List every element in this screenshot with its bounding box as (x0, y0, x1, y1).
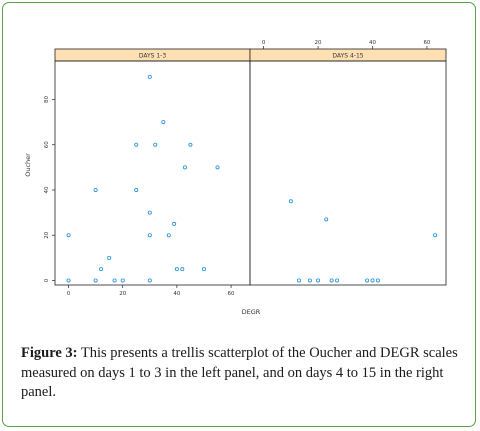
panel-strip-label: DAYS 4-15 (332, 53, 363, 60)
data-point (134, 142, 139, 147)
x-tick-label: 60 (228, 291, 235, 297)
data-point (215, 165, 220, 170)
data-point (112, 278, 117, 283)
data-point (107, 255, 112, 260)
data-point (147, 278, 152, 283)
data-point (329, 278, 334, 283)
data-point (120, 278, 125, 283)
data-point (147, 233, 152, 238)
data-point (172, 221, 177, 226)
data-point (433, 233, 438, 238)
panel-strip-label: DAYS 1-3 (139, 53, 167, 60)
x-tick-label: 0 (67, 291, 71, 297)
panel-frame-2 (249, 60, 447, 286)
data-point (147, 210, 152, 215)
y-tick-label: 20 (44, 231, 50, 238)
data-point (166, 233, 171, 238)
data-point (307, 278, 312, 283)
x-tick-label: 60 (423, 40, 430, 46)
data-point (182, 165, 187, 170)
data-point (153, 142, 158, 147)
caption-text: This presents a trellis scatterplot of t… (21, 345, 458, 400)
x-tick-label: 20 (315, 40, 322, 46)
figure-label: Figure 3: (21, 345, 78, 361)
data-point (188, 142, 193, 147)
data-point (335, 278, 340, 283)
y-tick-label: 0 (44, 278, 50, 282)
data-point (66, 278, 71, 283)
data-point (174, 267, 179, 272)
data-point (93, 278, 98, 283)
y-tick-label: 80 (44, 95, 50, 102)
data-point (147, 74, 152, 79)
panels: DAYS 1-3 DAYS 4-15 (54, 48, 447, 286)
x-tick-label: 40 (369, 40, 376, 46)
y-axis-label: Oucher (24, 153, 32, 177)
x-tick-label: 20 (119, 291, 126, 297)
axis-ticks: 0 0 20 20 40 40 60 60 0 20 40 60 80 (44, 40, 431, 297)
data-point (296, 278, 301, 283)
y-tick-label: 40 (44, 186, 50, 193)
data-point (288, 199, 293, 204)
data-point (134, 187, 139, 192)
data-points (66, 74, 438, 283)
data-point (316, 278, 321, 283)
data-point (66, 233, 71, 238)
data-point (93, 187, 98, 192)
data-point (180, 267, 185, 272)
data-point (161, 120, 166, 125)
data-point (375, 278, 380, 283)
panel-frame-1 (54, 60, 251, 286)
data-point (324, 217, 329, 222)
trellis-scatterplot: DAYS 1-3 DAYS 4-15 0 0 20 20 40 40 60 60 0 20 40 60 8… (24, 40, 447, 316)
x-axis-label: DEGR (242, 308, 261, 316)
data-point (370, 278, 375, 283)
data-point (365, 278, 370, 283)
y-tick-label: 60 (44, 141, 50, 148)
figure-frame: DAYS 1-3 DAYS 4-15 0 0 20 20 40 40 60 60 0 20 40 60 8… (2, 2, 476, 427)
data-point (201, 267, 206, 272)
figure-caption: Figure 3: This presents a trellis scatte… (21, 344, 469, 403)
data-point (99, 267, 104, 272)
x-tick-label: 0 (262, 40, 266, 46)
x-tick-label: 40 (173, 291, 180, 297)
